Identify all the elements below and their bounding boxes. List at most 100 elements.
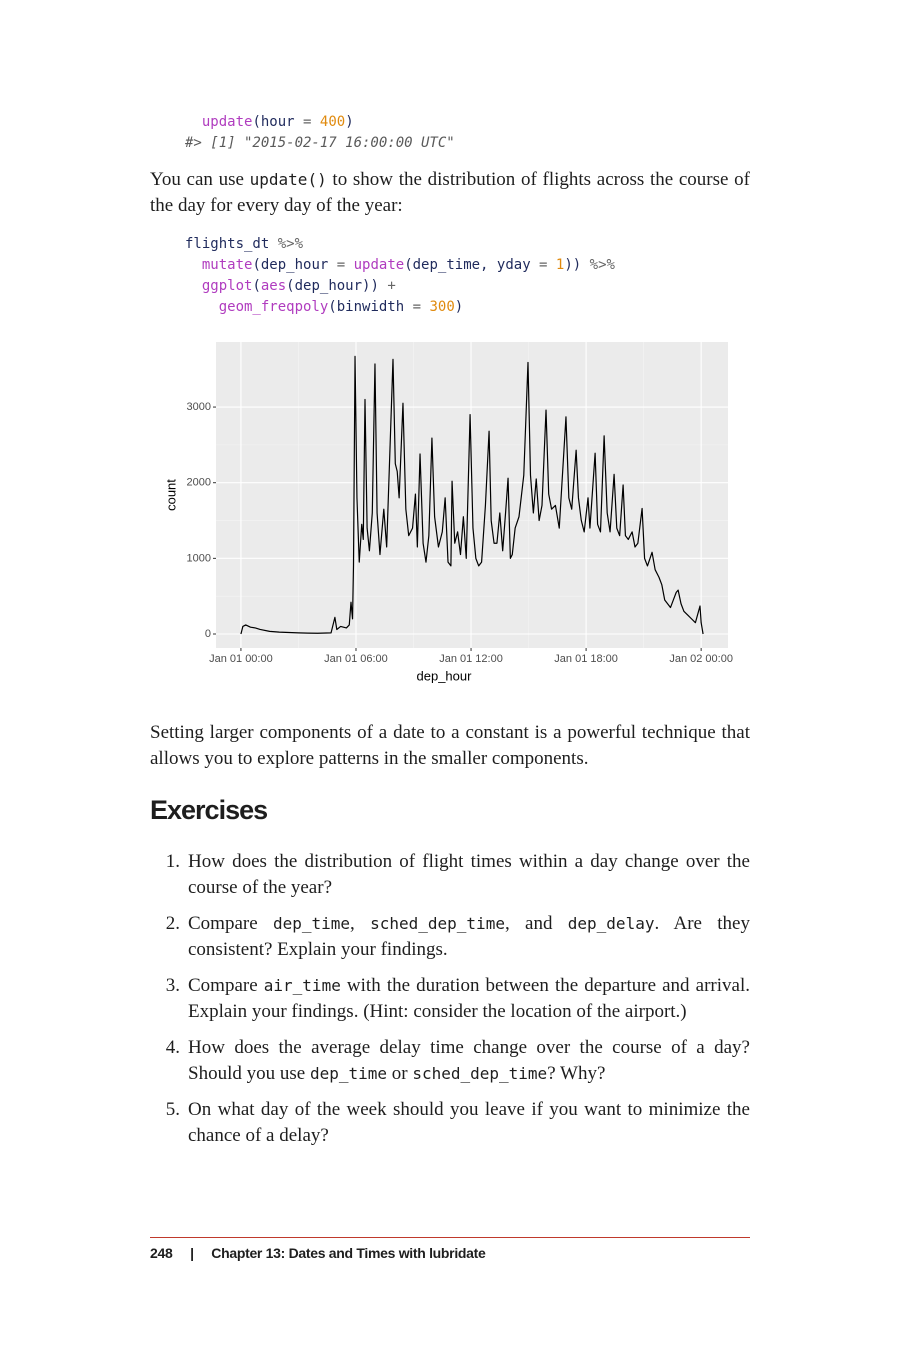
exercise-item: 1. How does the distribution of flight ti…	[150, 849, 750, 901]
text-run: or	[387, 1063, 413, 1084]
inline-code: dep_time	[309, 1064, 387, 1083]
text-run	[185, 278, 202, 294]
exercise-item: 3. Compare air_time with the duration bet…	[150, 973, 750, 1025]
exercise-item: 5. On what day of the week should you lea…	[150, 1097, 750, 1149]
inline-code: air_time	[263, 976, 341, 995]
y-tick-label: 3000	[187, 401, 211, 413]
x-tick-label: Jan 01 18:00	[554, 653, 618, 665]
code-line: ggplot(aes(dep_hour)) +	[185, 276, 615, 297]
text-run: #> [1] "2015-02-17 16:00:00 UTC"	[185, 135, 455, 151]
inline-code: dep_time	[272, 914, 351, 933]
series-line	[240, 355, 704, 635]
exercise-item: 4. How does the average delay time change…	[150, 1035, 750, 1087]
text-run: (hour	[252, 114, 304, 130]
exercise-list: 1. How does the distribution of flight ti…	[150, 849, 750, 1159]
text-run: ))	[564, 257, 590, 273]
text-run: to show the distribution of flights acro…	[150, 169, 750, 216]
inline-code: dep_delay	[567, 914, 655, 933]
text-run: ggplot	[201, 278, 253, 294]
code-line: #> [1] "2015-02-17 16:00:00 UTC"	[185, 133, 455, 154]
item-text: Compare dep_time, sched_dep_time, and de…	[188, 911, 750, 963]
paragraph: Setting larger components of a date to a…	[150, 720, 750, 772]
inline-code: update()	[249, 170, 327, 189]
text-run: Compare	[188, 975, 264, 996]
text-run	[185, 257, 202, 273]
chapter-title: Chapter 13: Dates and Times with lubrida…	[211, 1245, 486, 1261]
text-run	[311, 114, 319, 130]
separator: |	[190, 1245, 194, 1261]
code-line: geom_freqpoly(binwidth = 300)	[185, 297, 615, 318]
inline-code: sched_dep_time	[370, 914, 505, 933]
item-number: 2.	[165, 913, 180, 934]
text-run: flights_dt	[185, 236, 278, 252]
chart: dep_hour count 0 1000 2000 3000 Jan 01 00:00…	[163, 342, 733, 683]
text-run: 1	[555, 257, 565, 273]
code-block: flights_dt %>% mutate(dep_hour = update(…	[185, 234, 615, 318]
text-run	[345, 257, 353, 273]
text-run: %>%	[277, 236, 304, 252]
text-run: , and	[504, 913, 568, 934]
text-run: Setting larger components of a date to a…	[150, 722, 750, 769]
item-text: Compare air_time with the duration betwe…	[188, 973, 750, 1025]
text-run	[185, 114, 202, 130]
code-line: flights_dt %>%	[185, 234, 615, 255]
footer-rule	[150, 1237, 750, 1238]
text-run: update	[353, 257, 405, 273]
item-text: How does the average delay time change o…	[188, 1035, 750, 1087]
x-tick-label: Jan 01 06:00	[324, 653, 388, 665]
text-run: (binwidth	[328, 299, 413, 315]
item-text: How does the distribution of flight time…	[188, 849, 750, 901]
text-run: ? Why?	[547, 1063, 606, 1084]
text-run: (dep_hour	[252, 257, 337, 273]
y-axis-label: count	[163, 479, 178, 511]
text-run: mutate	[201, 257, 253, 273]
x-tick-label: Jan 02 00:00	[669, 653, 733, 665]
item-number: 1.	[165, 851, 180, 872]
paragraph: You can use update() to show the distrib…	[150, 167, 750, 219]
item-text: On what day of the week should you leave…	[188, 1097, 750, 1149]
text-run: update	[201, 114, 253, 130]
text-run	[547, 257, 555, 273]
exercise-item: 2. Compare dep_time, sched_dep_time, and …	[150, 911, 750, 963]
footer: 248 | Chapter 13: Dates and Times with l…	[150, 1245, 500, 1261]
text-run: =	[336, 257, 346, 273]
x-tick-label: Jan 01 12:00	[439, 653, 503, 665]
text-run: )	[345, 114, 354, 130]
text-run: geom_freqpoly	[218, 299, 329, 315]
inline-code: sched_dep_time	[412, 1064, 548, 1083]
y-tick-label: 0	[205, 628, 211, 640]
text-run: =	[412, 299, 422, 315]
text-run: (	[252, 278, 261, 294]
text-run: How does the average delay time change o…	[188, 1037, 750, 1084]
text-run: (dep_hour))	[286, 278, 388, 294]
item-number: 4.	[165, 1037, 180, 1058]
code-block: update(hour = 400) #> [1] "2015-02-17 16:…	[185, 112, 455, 154]
code-line: mutate(dep_hour = update(dep_time, yday …	[185, 255, 615, 276]
page-number: 248	[150, 1245, 173, 1261]
text-run: aes	[260, 278, 287, 294]
text-run: You can use	[150, 169, 250, 190]
text-run: =	[303, 114, 312, 130]
text-run: ,	[350, 913, 371, 934]
text-run	[185, 299, 219, 315]
text-run: with the duration between the departure …	[188, 975, 750, 1022]
text-run: . Are they consistent? Explain your find…	[188, 913, 750, 960]
text-run: 400	[319, 114, 346, 130]
text-run: =	[539, 257, 548, 273]
text-run: Compare	[188, 913, 273, 934]
heading: Exercises	[150, 795, 268, 825]
y-tick-label: 2000	[187, 477, 211, 489]
item-number: 5.	[165, 1099, 180, 1120]
text-run: 300	[429, 299, 455, 315]
x-tick-label: Jan 01 00:00	[209, 653, 273, 665]
text-run: On what day of the week should you leave…	[188, 1099, 750, 1146]
item-number: 3.	[165, 975, 180, 996]
x-axis-label: dep_hour	[417, 668, 473, 683]
text-run: %>%	[589, 257, 615, 273]
text-run: (dep_time, yday	[404, 257, 540, 273]
text-run: )	[454, 299, 464, 315]
code-line: update(hour = 400)	[185, 112, 455, 133]
text-run: +	[387, 278, 396, 294]
text-run: How does the distribution of flight time…	[188, 851, 750, 898]
